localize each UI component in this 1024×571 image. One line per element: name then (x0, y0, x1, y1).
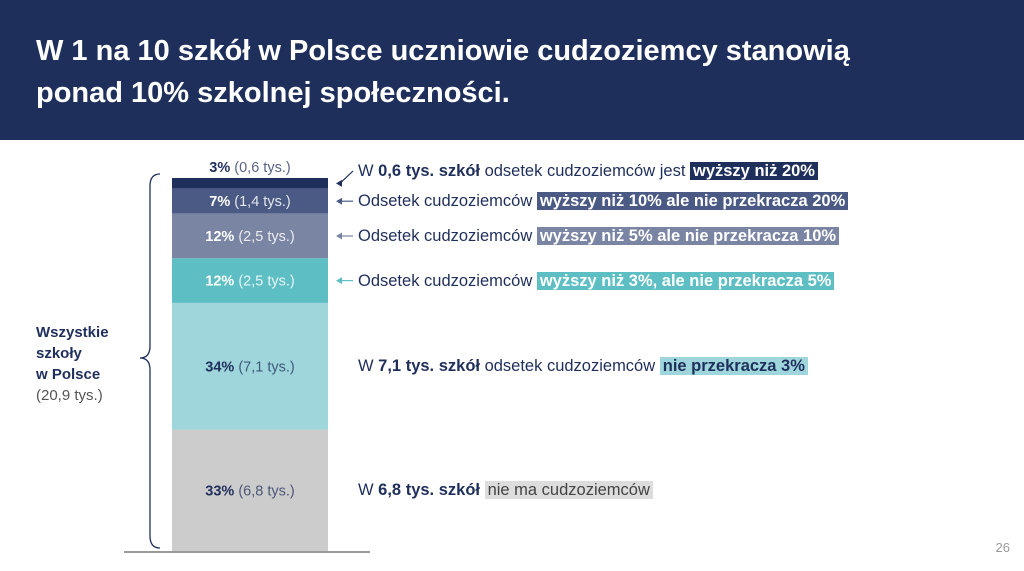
annotation-5: W 7,1 tys. szkół odsetek cudzoziemców ni… (358, 355, 808, 377)
segment-count-4: (2,5 tys.) (234, 274, 294, 290)
annotation-pre-5: W (358, 357, 379, 376)
annotation-arrow-1 (339, 170, 354, 184)
header-banner: W 1 na 10 szkół w Polsce uczniowie cudzo… (0, 0, 1024, 140)
annotation-2: Odsetek cudzoziemców wyższy niż 10% ale … (358, 190, 849, 212)
segment-count-6: (6,8 tys.) (234, 483, 294, 499)
annotation-bold-1: 0,6 tys. szkół (378, 162, 480, 180)
annotation-highlight-2: wyższy niż 10% ale nie przekracza 20% (536, 192, 849, 211)
annotation-arrowhead-3 (336, 232, 342, 240)
segment-pct-6: 33% (205, 483, 234, 499)
annotation-mid-1: odsetek cudzoziemców jest (479, 162, 690, 180)
segment-label-3: 12% (2,5 tys.) (205, 229, 294, 245)
segment-label-2: 7% (1,4 tys.) (209, 194, 290, 210)
annotation-pre-1: W (358, 162, 379, 180)
segment-count-1: (0,6 tys.) (230, 160, 290, 176)
title-line-2: ponad 10% szkolnej społeczności. (36, 77, 510, 109)
annotation-highlight-3: wyższy niż 5% ale nie przekracza 10% (536, 227, 840, 245)
annotation-highlight-1: wyższy niż 20% (690, 162, 818, 180)
page-number: 26 (995, 540, 1010, 555)
bar-segment-3 (172, 213, 328, 259)
segment-label-1: 3% (0,6 tys.) (209, 160, 290, 176)
annotation-highlight-4: wyższy niż 3%, ale nie przekracza 5% (536, 271, 835, 290)
annotation-highlight-5: nie przekracza 3% (659, 357, 808, 376)
segment-count-2: (1,4 tys.) (230, 194, 290, 210)
annotation-3: Odsetek cudzoziemców wyższy niż 5% ale n… (358, 225, 840, 247)
side-label-line-2: szkoły (36, 345, 82, 362)
bar-segment-4 (172, 258, 328, 303)
side-label-total: (20,9 tys.) (36, 387, 103, 404)
annotation-mid-6 (480, 481, 485, 499)
annotation-arrowhead-1 (336, 179, 342, 187)
title-line-1: W 1 na 10 szkół w Polsce uczniowie cudzo… (36, 35, 850, 67)
page-title: W 1 na 10 szkół w Polsce uczniowie cudzo… (36, 30, 976, 114)
segment-label-4: 12% (2,5 tys.) (205, 274, 294, 290)
segment-count-5: (7,1 tys.) (234, 359, 294, 375)
brace (139, 173, 161, 549)
annotation-highlight-6: nie ma cudzoziemców (484, 481, 653, 500)
bar-segment-2 (172, 188, 328, 214)
side-label-line-1: Wszystkie (36, 324, 109, 341)
annotation-pre-4: Odsetek cudzoziemców (358, 271, 537, 290)
side-label-line-3: w Polsce (36, 366, 101, 383)
annotation-1: W 0,6 tys. szkół odsetek cudzoziemców je… (358, 160, 818, 182)
bar-segment-6 (172, 429, 328, 551)
bar-segment-1 (172, 178, 328, 189)
annotation-arrowhead-4 (336, 277, 342, 285)
bar-segment-5 (172, 302, 328, 430)
annotation-pre-6: W (358, 481, 379, 500)
annotation-4: Odsetek cudzoziemców wyższy niż 3%, ale … (358, 270, 835, 292)
segment-pct-2: 7% (209, 194, 230, 210)
annotation-pre-3: Odsetek cudzoziemców (358, 227, 537, 245)
segment-pct-3: 12% (205, 229, 234, 245)
annotation-pre-2: Odsetek cudzoziemców (358, 192, 537, 211)
segment-count-3: (2,5 tys.) (234, 229, 294, 245)
annotation-6: W 6,8 tys. szkół nie ma cudzoziemców (358, 479, 653, 501)
annotation-bold-6: 6,8 tys. szkół (378, 481, 480, 500)
segment-label-6: 33% (6,8 tys.) (205, 483, 294, 499)
annotation-mid-5: odsetek cudzoziemców (479, 357, 660, 376)
segment-pct-5: 34% (205, 359, 234, 375)
segment-pct-4: 12% (205, 274, 234, 290)
annotation-bold-5: 7,1 tys. szkół (378, 357, 480, 376)
segment-label-5: 34% (7,1 tys.) (205, 359, 294, 375)
annotation-arrowhead-2 (336, 197, 342, 205)
side-label: Wszystkie szkoły w Polsce (20,9 tys.) (36, 322, 146, 406)
segment-pct-1: 3% (209, 160, 230, 176)
